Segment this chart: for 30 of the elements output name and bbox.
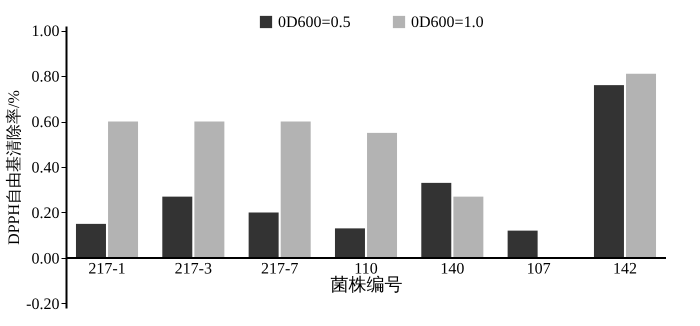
- x-tick-label: 217-3: [174, 260, 212, 278]
- y-tick-label: 0.80: [32, 68, 60, 86]
- bar: [248, 212, 279, 258]
- y-tick-label: 0.00: [32, 250, 60, 268]
- bar: [76, 224, 106, 258]
- bar: [108, 122, 138, 258]
- bar: [280, 122, 311, 258]
- bar: [367, 132, 398, 258]
- x-tick-label: 217-7: [261, 260, 298, 278]
- bar: [508, 230, 538, 258]
- y-tick-label: 0.40: [32, 160, 60, 176]
- legend-label: 0D600=1.0: [411, 14, 484, 31]
- y-tick-label: -0.20: [26, 296, 60, 313]
- bar: [594, 85, 624, 258]
- y-axis-title: DPPH自由基清除率/%: [5, 90, 24, 245]
- x-tick-label: 142: [612, 260, 637, 278]
- bar: [421, 182, 452, 258]
- y-tick-label: 0.60: [32, 114, 60, 132]
- x-axis-title: 菌株编号: [330, 274, 402, 294]
- bar: [626, 74, 656, 258]
- x-tick-label: 107: [526, 260, 551, 278]
- y-tick-label: 0.20: [32, 204, 60, 222]
- bar: [334, 228, 365, 258]
- bar: [453, 196, 484, 258]
- legend-label: 0D600=0.5: [278, 14, 351, 31]
- x-tick-label: 140: [440, 260, 464, 278]
- bar: [194, 122, 224, 258]
- y-tick-label: 1.00: [32, 23, 60, 40]
- bar: [162, 196, 192, 258]
- x-tick-label: 217-1: [88, 260, 126, 278]
